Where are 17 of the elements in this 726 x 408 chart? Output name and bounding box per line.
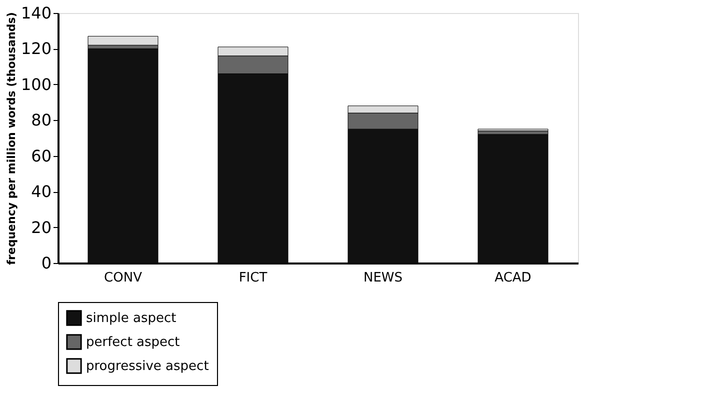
y-axis-title: frequency per million words (thousands) xyxy=(4,12,18,265)
y-tick-label: 100 xyxy=(20,74,52,94)
legend-label: simple aspect xyxy=(86,311,176,326)
legend-label: perfect aspect xyxy=(86,335,180,350)
y-tick-label: 20 xyxy=(31,218,52,237)
legend-label: progressive aspect xyxy=(86,359,209,374)
x-tick-label: CONV xyxy=(104,270,142,286)
y-tick-label: 140 xyxy=(20,4,52,22)
bar xyxy=(88,36,158,46)
y-tick-label: 120 xyxy=(20,39,52,58)
y-tick-label: 80 xyxy=(31,110,52,130)
x-tick-label: NEWS xyxy=(363,270,403,286)
x-tick-label: FICT xyxy=(238,270,268,286)
x-tick-label: ACAD xyxy=(494,270,532,286)
y-tick-label: 40 xyxy=(31,182,52,202)
y-tick-label: 0 xyxy=(41,254,52,272)
y-tick-label: 60 xyxy=(31,146,52,166)
